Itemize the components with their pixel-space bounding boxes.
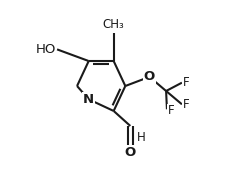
Text: O: O [144, 70, 155, 83]
Text: CH₃: CH₃ [103, 18, 124, 31]
Text: F: F [168, 104, 174, 117]
Text: O: O [125, 146, 136, 159]
Text: N: N [83, 93, 94, 106]
Text: H: H [137, 131, 146, 144]
Text: HO: HO [36, 43, 56, 56]
Text: F: F [183, 76, 189, 89]
Text: F: F [183, 98, 189, 111]
